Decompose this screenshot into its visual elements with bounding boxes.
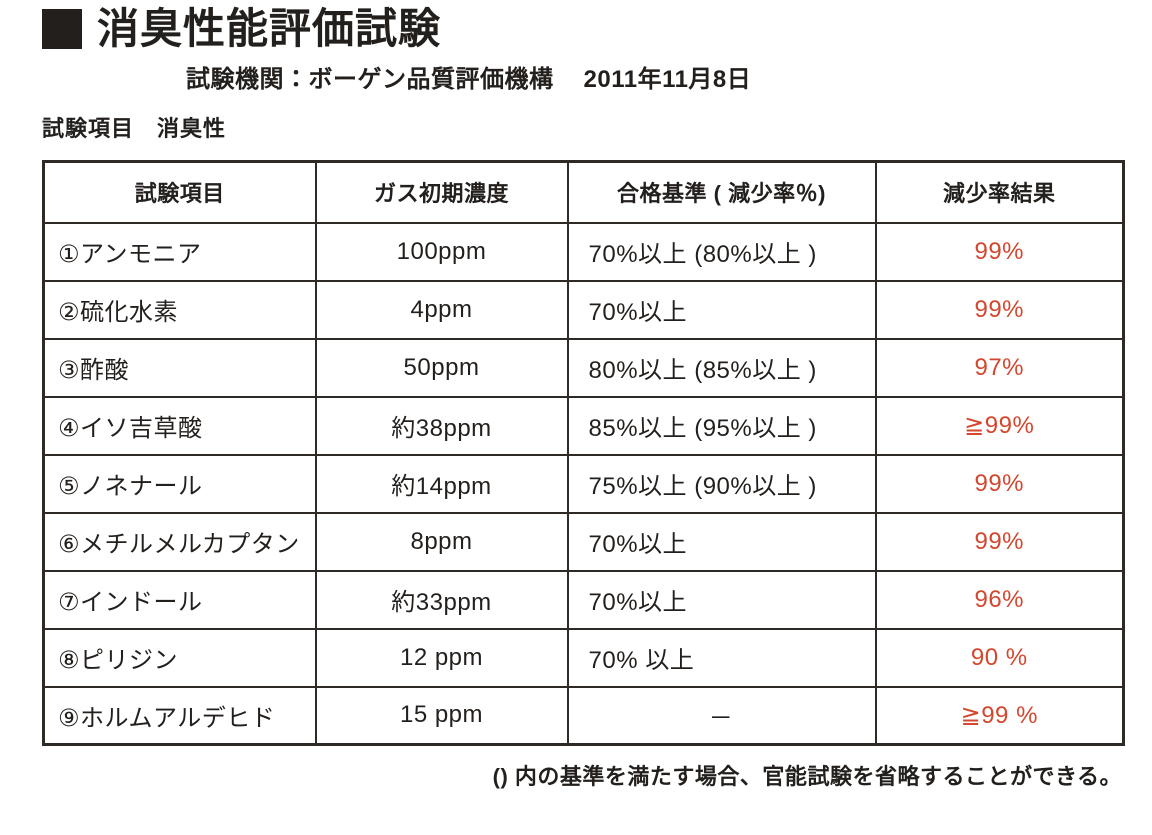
row-item-cell: ⑨ホルムアルデヒド [42, 685, 317, 746]
column-header-criteria: 合格基準 ( 減少率％) [566, 160, 877, 224]
section-label: 試験項目 消臭性 [42, 116, 227, 142]
row-item-cell: ⑤ノネナール [42, 453, 317, 514]
table-row: ⑧ピリジン 12 ppm 70% 以上 90 % [42, 627, 1125, 688]
row-concentration-cell: 約33ppm [314, 569, 569, 630]
footnote: () 内の基準を満たす場合、官能試験を省略することができる。 [492, 764, 1122, 790]
test-date: 2011年11月8日 [583, 66, 752, 94]
column-header-concentration: ガス初期濃度 [314, 160, 569, 224]
row-concentration-cell: 12 ppm [314, 627, 569, 688]
table-row: ⑥メチルメルカプタン 8ppm 70%以上 99% [42, 511, 1125, 572]
row-criteria-cell: 70%以上 [566, 569, 877, 630]
row-criteria-cell: 70% 以上 [566, 627, 877, 688]
row-result-cell: 90 % [874, 627, 1125, 688]
row-result-cell: 99% [874, 511, 1125, 572]
row-concentration-cell: 100ppm [314, 221, 569, 282]
test-institution-line: 試験機関：ボーゲン品質評価機構 2011年11月8日 [186, 59, 1152, 94]
row-item-cell: ③酢酸 [42, 337, 317, 398]
table-row: ③酢酸 50ppm 80%以上 (85%以上 ) 97% [42, 337, 1125, 398]
row-criteria-cell: 70%以上 [566, 511, 877, 572]
row-concentration-cell: 約14ppm [314, 453, 569, 514]
row-concentration-cell: 50ppm [314, 337, 569, 398]
row-concentration-cell: 15 ppm [314, 685, 569, 746]
row-item-cell: ⑥メチルメルカプタン [42, 511, 317, 572]
row-result-cell: ≧99 % [874, 685, 1125, 746]
row-result-cell: 97% [874, 337, 1125, 398]
row-criteria-cell: 70%以上 (80%以上 ) [566, 221, 877, 282]
column-header-result: 減少率結果 [874, 160, 1125, 224]
results-table: 試験項目 ガス初期濃度 合格基準 ( 減少率％) 減少率結果 ①アンモニア 100… [42, 160, 1125, 747]
row-result-cell: 96% [874, 569, 1125, 630]
table-row: ②硫化水素 4ppm 70%以上 99% [42, 279, 1125, 340]
page-header: 消臭性能評価試験 [42, 5, 1152, 52]
row-concentration-cell: 約38ppm [314, 395, 569, 456]
row-criteria-cell: 85%以上 (95%以上 ) [566, 395, 877, 456]
row-concentration-cell: 8ppm [314, 511, 569, 572]
row-item-cell: ④イソ吉草酸 [42, 395, 317, 456]
table-row: ⑦インドール 約33ppm 70%以上 96% [42, 569, 1125, 630]
row-item-cell: ②硫化水素 [42, 279, 317, 340]
table-row: ①アンモニア 100ppm 70%以上 (80%以上 ) 99% [42, 221, 1125, 282]
row-item-cell: ⑦インドール [42, 569, 317, 630]
table-row: ④イソ吉草酸 約38ppm 85%以上 (95%以上 ) ≧99% [42, 395, 1125, 456]
results-table-body: ①アンモニア 100ppm 70%以上 (80%以上 ) 99% ②硫化水素 4ppm 70… [42, 221, 1125, 746]
table-row: ⑤ノネナール 約14ppm 75%以上 (90%以上 ) 99% [42, 453, 1125, 514]
institution-label: 試験機関：ボーゲン品質評価機構 [186, 66, 554, 94]
table-header-row: 試験項目 ガス初期濃度 合格基準 ( 減少率％) 減少率結果 [42, 160, 1125, 224]
page-title: 消臭性能評価試験 [97, 5, 442, 52]
row-criteria-cell: 75%以上 (90%以上 ) [566, 453, 877, 514]
table-row: ⑨ホルムアルデヒド 15 ppm － ≧99 % [42, 685, 1125, 746]
row-item-cell: ⑧ピリジン [42, 627, 317, 688]
row-result-cell: 99% [874, 221, 1125, 282]
row-criteria-cell: 70%以上 [566, 279, 877, 340]
row-criteria-cell: 80%以上 (85%以上 ) [566, 337, 877, 398]
row-criteria-cell: － [566, 685, 877, 746]
row-result-cell: 99% [874, 453, 1125, 514]
row-result-cell: 99% [874, 279, 1125, 340]
document-page: 消臭性能評価試験 試験機関：ボーゲン品質評価機構 2011年11月8日 試験項目… [0, 5, 1152, 791]
row-result-cell: ≧99% [874, 395, 1125, 456]
row-concentration-cell: 4ppm [314, 279, 569, 340]
title-square-bullet-icon [42, 9, 82, 50]
row-item-cell: ①アンモニア [42, 221, 317, 282]
column-header-test-item: 試験項目 [42, 160, 317, 224]
